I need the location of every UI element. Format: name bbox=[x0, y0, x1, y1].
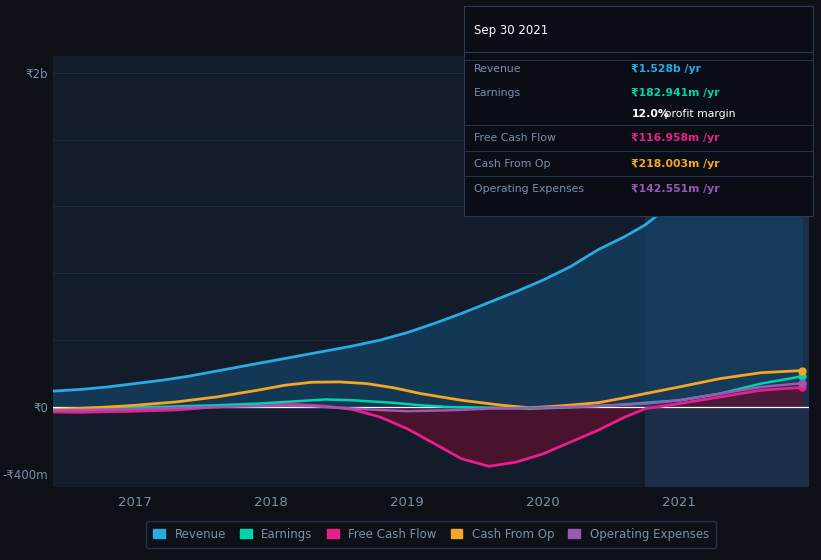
Text: Earnings: Earnings bbox=[475, 88, 521, 98]
Point bbox=[796, 379, 809, 388]
Text: ₹116.958m /yr: ₹116.958m /yr bbox=[631, 133, 720, 143]
Text: Operating Expenses: Operating Expenses bbox=[475, 184, 585, 194]
Text: ₹1.528b /yr: ₹1.528b /yr bbox=[631, 64, 701, 73]
Text: profit margin: profit margin bbox=[661, 109, 736, 119]
Point bbox=[796, 372, 809, 381]
Text: Revenue: Revenue bbox=[475, 64, 522, 73]
Text: ₹218.003m /yr: ₹218.003m /yr bbox=[631, 158, 720, 169]
Text: Sep 30 2021: Sep 30 2021 bbox=[475, 24, 548, 38]
Point bbox=[796, 60, 809, 69]
Text: Cash From Op: Cash From Op bbox=[475, 158, 551, 169]
Bar bbox=[645, 56, 809, 487]
Text: ₹182.941m /yr: ₹182.941m /yr bbox=[631, 88, 720, 98]
Text: ₹142.551m /yr: ₹142.551m /yr bbox=[631, 184, 720, 194]
Legend: Revenue, Earnings, Free Cash Flow, Cash From Op, Operating Expenses: Revenue, Earnings, Free Cash Flow, Cash … bbox=[146, 521, 716, 548]
Text: 12.0%: 12.0% bbox=[631, 109, 669, 119]
Point bbox=[796, 383, 809, 392]
Point bbox=[796, 366, 809, 375]
Text: Free Cash Flow: Free Cash Flow bbox=[475, 133, 556, 143]
